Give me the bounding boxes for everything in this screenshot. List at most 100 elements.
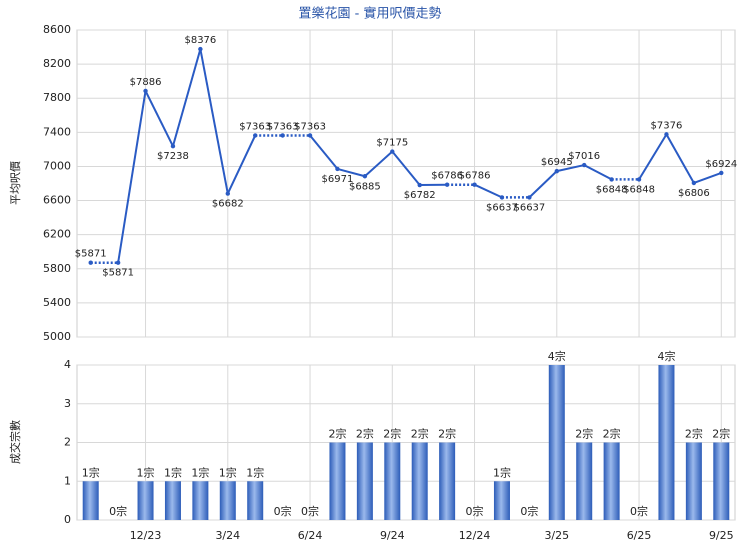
point (527, 195, 532, 200)
bar (411, 442, 428, 520)
data-label: $7376 (651, 120, 683, 131)
data-label: 0宗 (301, 504, 319, 518)
y-tick-label: 0 (64, 513, 71, 526)
data-label: $6786 (431, 171, 463, 182)
x-tick-label: 6/25 (627, 529, 652, 542)
data-label: 0宗 (520, 504, 538, 518)
point (115, 260, 121, 265)
data-label: $8376 (184, 35, 216, 46)
data-label: $6682 (212, 199, 244, 210)
data-label: $6924 (705, 159, 737, 170)
data-label: 0宗 (274, 504, 292, 518)
y-tick-label: 5800 (43, 262, 71, 275)
data-label: $6782 (404, 190, 436, 201)
data-label: $7886 (130, 77, 162, 88)
y-tick-label: 3 (64, 397, 71, 410)
data-label: 1宗 (219, 465, 237, 479)
x-tick-label: 9/25 (709, 529, 734, 542)
bar (329, 442, 346, 520)
bar (439, 442, 456, 520)
data-label: 2宗 (438, 427, 456, 441)
point (335, 166, 340, 172)
x-tick-label: 12/24 (459, 529, 491, 542)
line-segment (364, 150, 393, 177)
data-label: $6971 (322, 174, 354, 185)
y-tick-label: 8600 (43, 23, 71, 36)
line-segment (474, 183, 503, 199)
point (444, 182, 450, 187)
point (390, 149, 395, 154)
data-label: $7363 (267, 121, 299, 132)
point (472, 182, 477, 187)
data-label: 2宗 (603, 427, 621, 441)
point (170, 143, 176, 149)
y-tick-label: 7000 (43, 159, 71, 172)
line-segment (528, 170, 558, 199)
point (307, 133, 313, 138)
bar (493, 481, 510, 520)
y-axis-title: 成交宗數 (8, 420, 22, 464)
line-segment (226, 135, 257, 194)
line-segment (556, 164, 585, 173)
bar (548, 365, 565, 520)
line-segment (144, 90, 174, 147)
data-label: $6637 (513, 202, 545, 213)
x-tick-label: 6/24 (298, 529, 323, 542)
data-label: $7363 (294, 121, 326, 132)
line-segment (171, 48, 202, 147)
data-label: $7016 (568, 151, 600, 162)
data-label: $6848 (623, 184, 655, 195)
point (664, 132, 669, 137)
line-segment (199, 48, 229, 194)
data-label: 0宗 (630, 504, 648, 518)
line-segment (391, 150, 421, 186)
data-label: 2宗 (356, 427, 374, 441)
y-tick-label: 5400 (43, 296, 71, 309)
x-tick-label: 12/23 (130, 529, 162, 542)
point (280, 133, 285, 138)
bar (82, 481, 99, 520)
data-label: $7363 (239, 121, 271, 132)
point (719, 170, 724, 176)
point (554, 168, 559, 174)
line-segment (665, 133, 695, 184)
line-segment (638, 133, 668, 180)
y-tick-label: 6600 (43, 194, 71, 207)
data-label: $6806 (678, 188, 710, 199)
point (609, 177, 614, 182)
bar (685, 442, 702, 520)
y-axis-title: 平均呎價 (8, 161, 22, 205)
line-segment (693, 171, 722, 184)
data-label: $6945 (541, 157, 573, 168)
data-label: 2宗 (712, 427, 730, 441)
y-tick-label: 7400 (43, 125, 71, 138)
point (88, 260, 93, 265)
data-label: $7238 (157, 151, 189, 162)
point (225, 191, 230, 196)
data-label: 4宗 (657, 349, 675, 363)
data-label: 2宗 (328, 427, 346, 441)
x-tick-label: 9/24 (380, 529, 405, 542)
y-tick-label: 1 (64, 474, 71, 487)
bar (713, 442, 730, 520)
data-label: 2宗 (685, 427, 703, 441)
y-tick-label: 5000 (43, 330, 71, 343)
data-label: 1宗 (164, 465, 182, 479)
bar (219, 481, 236, 520)
bar (658, 365, 675, 520)
x-tick-label: 3/25 (544, 529, 569, 542)
data-label: 1宗 (82, 465, 100, 479)
data-label: 1宗 (246, 465, 264, 479)
line-segment (583, 164, 613, 181)
point (198, 46, 203, 52)
bar (247, 481, 264, 520)
data-label: 2宗 (575, 427, 593, 441)
point (582, 162, 587, 168)
data-label: 0宗 (466, 504, 484, 518)
y-tick-label: 6200 (43, 228, 71, 241)
data-label: 4宗 (548, 349, 566, 363)
y-tick-label: 7800 (43, 91, 71, 104)
bar (192, 481, 209, 520)
bar (603, 442, 620, 520)
data-label: $6885 (349, 181, 381, 192)
